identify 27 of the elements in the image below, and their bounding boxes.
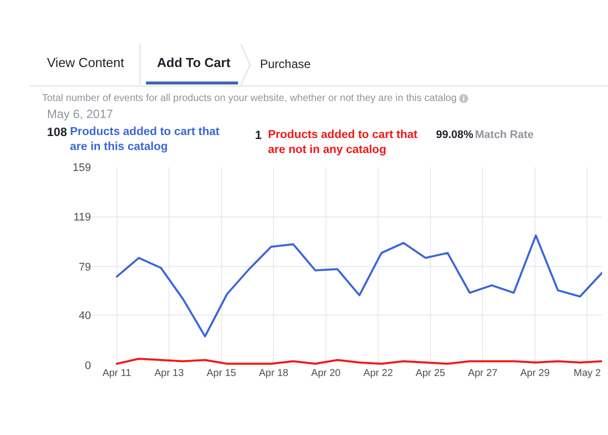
text: 99.08% (436, 129, 474, 141)
text: View Content (47, 55, 124, 70)
text: Add To Cart (157, 55, 232, 70)
text: Match Rate (475, 129, 534, 141)
x-tick-label: Apr 20 (311, 368, 342, 379)
x-tick-label: Apr 29 (520, 368, 550, 379)
x-tick-label: May 2 (574, 368, 602, 379)
x-tick-label: Apr 15 (206, 368, 237, 379)
text: Products added to cart that are not in any catalog (268, 129, 418, 156)
y-tick-label: 40 (78, 310, 91, 322)
x-tick-label: Apr 18 (258, 368, 289, 379)
text: Purchase (260, 57, 312, 71)
y-tick-label: 159 (72, 162, 91, 174)
y-tick-label: 0 (84, 360, 91, 372)
text: 108 (47, 125, 68, 139)
text: May 6, 2017 (47, 107, 114, 121)
x-tick-label: Apr 25 (416, 368, 446, 379)
chart-subtitle: Total number of events for all products on your website, whether or not they are in this catalog (42, 93, 457, 104)
x-tick-label: Apr 11 (102, 368, 132, 379)
y-tick-label: 119 (73, 212, 91, 224)
text: 1 (255, 128, 262, 142)
y-tick-label: 79 (78, 261, 91, 274)
line-series (116, 234, 602, 338)
x-tick-label: Apr 13 (154, 368, 184, 379)
x-tick-label: Apr 27 (468, 368, 498, 379)
x-tick-label: Apr 22 (363, 368, 394, 379)
text: Products added to cart that are in this catalog (70, 126, 220, 153)
